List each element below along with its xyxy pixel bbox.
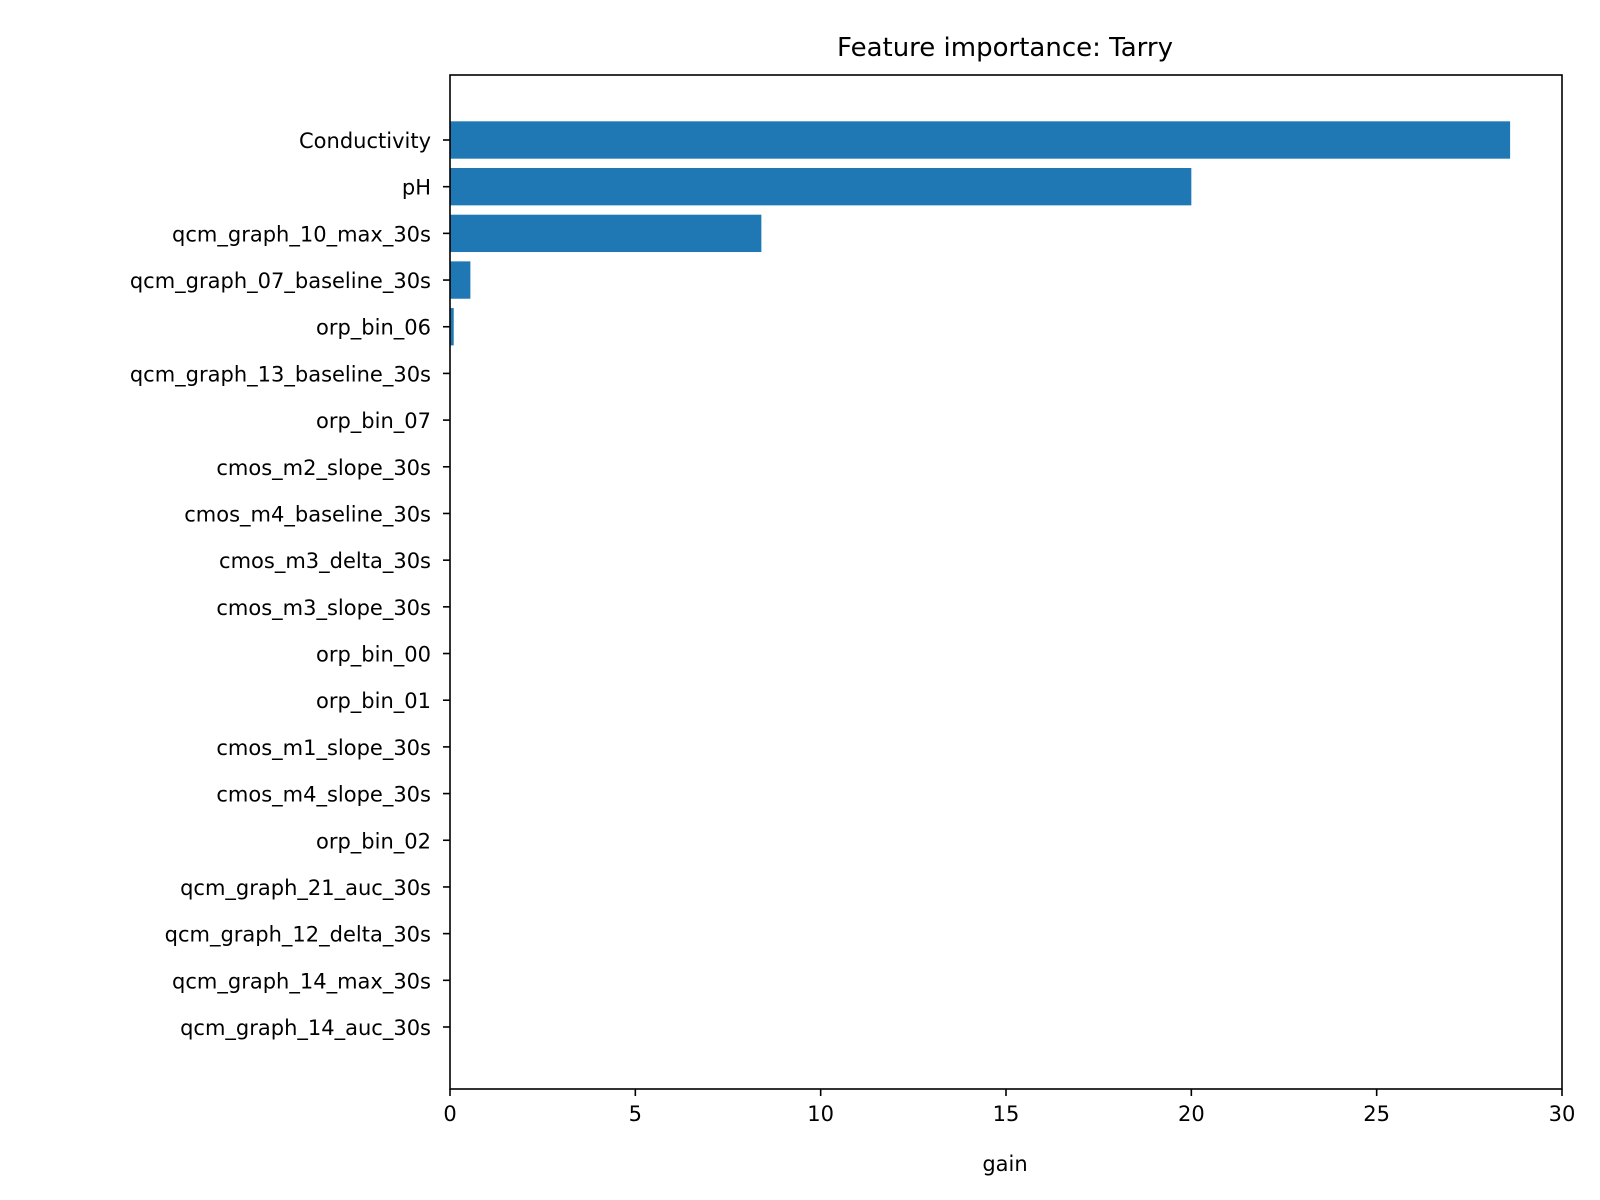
y-tick-label: qcm_graph_13_baseline_30s xyxy=(130,362,431,387)
bar-pH xyxy=(450,168,1192,206)
bar-orp_bin_06 xyxy=(450,308,454,346)
x-tick-label: 0 xyxy=(443,1102,456,1126)
y-tick-label: qcm_graph_21_auc_30s xyxy=(180,876,431,901)
y-tick-label: orp_bin_00 xyxy=(316,643,431,668)
y-tick-label: orp_bin_07 xyxy=(316,409,431,434)
x-tick-label: 25 xyxy=(1363,1102,1390,1126)
y-tick-label: orp_bin_02 xyxy=(316,829,431,854)
bars-layer xyxy=(450,121,1511,346)
plot-frame xyxy=(449,74,1563,1090)
y-tick-label: cmos_m1_slope_30s xyxy=(216,736,431,761)
x-tick-label: 20 xyxy=(1178,1102,1205,1126)
x-tick-label: 15 xyxy=(993,1102,1020,1126)
y-tick-label: cmos_m2_slope_30s xyxy=(216,456,431,481)
bar-Conductivity xyxy=(450,121,1511,159)
y-tick-label: Conductivity xyxy=(299,129,431,153)
x-tick-label: 30 xyxy=(1549,1102,1576,1126)
y-tick-label: cmos_m3_delta_30s xyxy=(219,549,431,574)
x-axis-ticks: 0 5 10 15 20 25 30 xyxy=(443,1089,1575,1126)
y-tick-label: qcm_graph_07_baseline_30s xyxy=(130,269,431,294)
bar-qcm_graph_10_max_30s xyxy=(450,214,762,253)
y-axis-ticks: Conductivity pH qcm_graph_10_max_30s qcm_gr… xyxy=(130,129,450,1041)
y-tick-label: cmos_m4_slope_30s xyxy=(216,783,431,808)
chart-title: Feature importance: Tarry xyxy=(837,33,1173,63)
y-tick-label: qcm_graph_14_max_30s xyxy=(172,969,431,994)
y-tick-label: cmos_m4_baseline_30s xyxy=(184,502,431,527)
y-tick-label: pH xyxy=(402,176,431,200)
y-tick-label: orp_bin_06 xyxy=(316,316,431,341)
x-tick-label: 5 xyxy=(629,1102,642,1126)
y-tick-label: qcm_graph_12_delta_30s xyxy=(165,923,431,948)
y-tick-label: orp_bin_01 xyxy=(316,689,431,714)
x-tick-label: 10 xyxy=(807,1102,834,1126)
x-axis-label: gain xyxy=(982,1152,1027,1176)
bar-qcm_graph_07_baseline_30s xyxy=(450,261,471,299)
y-tick-label: qcm_graph_14_auc_30s xyxy=(180,1016,431,1041)
y-tick-label: cmos_m3_slope_30s xyxy=(216,596,431,621)
y-tick-label: qcm_graph_10_max_30s xyxy=(172,222,431,247)
